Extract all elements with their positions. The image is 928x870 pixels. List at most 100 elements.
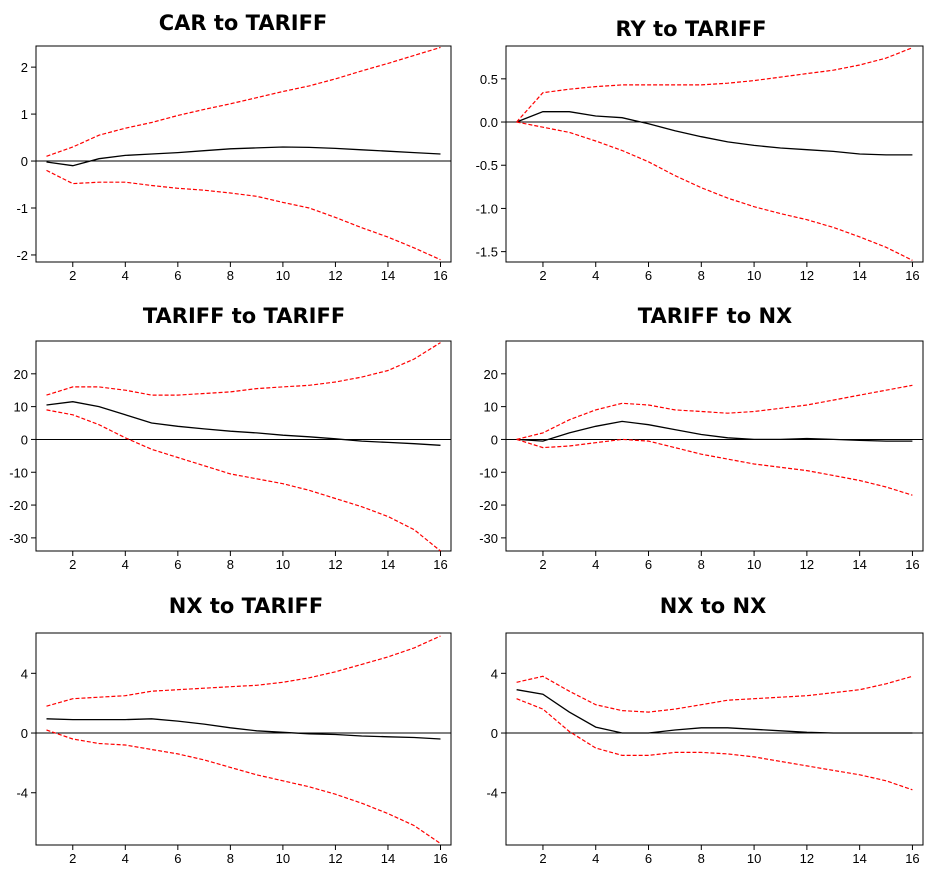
chart-panel-nx-to-tariff: NX to TARIFF 2 4 6 8 10 12 14 16 4 0 -4 [16,594,452,866]
x-tick-label: 14 [381,268,395,283]
series-layer [506,675,923,791]
tick-layer: 2 4 6 8 10 12 14 16 20 10 0 -10 -20 -30 [9,367,448,572]
plot-frame [505,340,924,552]
x-tick-label: 4 [592,557,599,572]
x-tick-label: 6 [645,851,652,866]
y-tick-label: 0 [21,726,28,741]
plot-frame [35,340,452,552]
series-line-response [516,420,913,442]
series-line-response [46,401,441,446]
series-line-lower [46,409,441,552]
plot-frame [35,45,452,263]
x-tick-label: 4 [592,268,599,283]
x-tick-label: 2 [69,851,76,866]
x-tick-label: 8 [698,851,705,866]
x-tick-label: 10 [276,851,290,866]
chart-panel-nx-to-nx: NX to NX 2 4 6 8 10 12 14 16 4 0 -4 [486,594,924,866]
x-tick-label: 2 [69,268,76,283]
x-tick-label: 10 [276,268,290,283]
y-tick-label: 10 [14,400,28,415]
y-tick-label: 0 [21,432,28,447]
series-line-upper [46,342,441,396]
chart-title: NX to TARIFF [169,594,323,618]
x-tick-label: 2 [69,557,76,572]
x-tick-label: 8 [698,268,705,283]
x-tick-label: 16 [433,851,447,866]
series-line-lower [516,438,913,496]
tick-layer: 2 4 6 8 10 12 14 16 4 0 -4 [486,666,919,866]
x-tick-label: 4 [122,851,129,866]
x-tick-label: 2 [539,268,546,283]
x-tick-label: 6 [174,268,181,283]
chart-panel-tariff-to-nx: TARIFF to NX 2 4 6 8 10 12 14 16 20 10 0 -10 -20 -30 [479,304,924,572]
x-tick-label: 14 [381,557,395,572]
series-layer [36,46,451,261]
x-tick-label: 12 [328,268,342,283]
plot-frame [505,632,924,846]
series-layer [36,342,451,552]
series-line-upper [516,47,913,123]
x-tick-label: 6 [174,557,181,572]
y-tick-label: -4 [486,786,498,801]
y-tick-label: 0.5 [480,72,498,87]
x-tick-label: 16 [433,557,447,572]
x-tick-label: 8 [227,557,234,572]
series-line-lower [516,698,913,791]
y-tick-label: 4 [21,666,28,681]
chart-title: CAR to TARIFF [159,11,328,35]
x-tick-label: 4 [592,851,599,866]
y-tick-label: 1 [21,107,28,122]
y-tick-label: -20 [479,498,498,513]
series-line-response [516,689,913,734]
y-tick-label: -0.5 [476,158,498,173]
x-tick-label: 16 [433,268,447,283]
series-line-upper [516,675,913,713]
x-tick-label: 10 [747,851,761,866]
y-tick-label: -1 [16,201,28,216]
y-tick-label: -10 [479,465,498,480]
x-tick-label: 14 [381,851,395,866]
y-tick-label: 0.0 [480,115,498,130]
series-layer [506,47,923,261]
x-tick-label: 4 [122,557,129,572]
x-tick-label: 12 [800,268,814,283]
chart-title: TARIFF to TARIFF [143,304,345,328]
chart-title: TARIFF to NX [638,304,792,328]
x-tick-label: 12 [328,851,342,866]
series-line-response [516,111,913,156]
x-tick-label: 16 [905,851,919,866]
tick-layer: 2 4 6 8 10 12 14 16 20 10 0 -10 -20 -30 [479,367,919,572]
plot-frame [35,632,452,846]
y-tick-label: 10 [484,400,498,415]
y-tick-label: -10 [9,465,28,480]
y-tick-label: -2 [16,248,28,263]
y-tick-label: -30 [479,531,498,546]
x-tick-label: 10 [276,557,290,572]
series-line-lower [516,121,913,261]
x-tick-label: 16 [905,557,919,572]
y-tick-label: -30 [9,531,28,546]
y-tick-label: 0 [491,432,498,447]
series-line-upper [46,635,441,707]
tick-layer: 2 4 6 8 10 12 14 16 0.5 0.0 -0.5 -1.0 -1.5 [476,72,920,283]
series-line-response [46,146,441,167]
x-tick-label: 14 [852,557,866,572]
y-tick-label: 2 [21,60,28,75]
y-tick-label: 0 [491,726,498,741]
series-layer [36,635,451,844]
y-tick-label: -1.5 [476,245,498,260]
x-tick-label: 8 [698,557,705,572]
x-tick-label: 6 [174,851,181,866]
x-tick-label: 14 [852,268,866,283]
chart-title: NX to NX [660,594,767,618]
x-tick-label: 10 [747,557,761,572]
series-line-upper [46,46,441,157]
y-tick-label: 20 [484,367,498,382]
x-tick-label: 12 [800,851,814,866]
x-tick-label: 12 [328,557,342,572]
tick-layer: 2 4 6 8 10 12 14 16 4 0 -4 [16,666,447,866]
x-tick-label: 16 [905,268,919,283]
x-tick-label: 2 [539,557,546,572]
